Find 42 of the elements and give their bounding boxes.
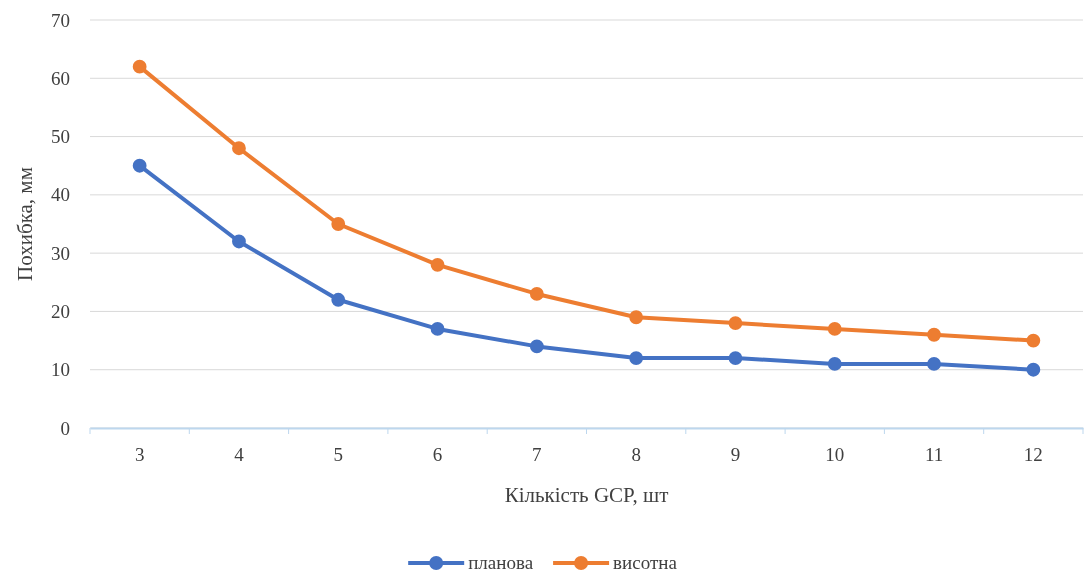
y-tick-label: 50 <box>51 126 70 148</box>
x-tick-label: 3 <box>134 444 145 466</box>
y-tick-label: 60 <box>51 67 70 89</box>
x-tick-label: 7 <box>532 444 542 466</box>
point <box>232 234 246 249</box>
y-tick-label: 20 <box>51 301 70 323</box>
point <box>827 356 842 371</box>
point <box>728 351 743 365</box>
point <box>827 322 842 336</box>
y-tick-label: 10 <box>51 359 70 381</box>
x-axis-title: Кількість GCP, шт <box>504 483 669 507</box>
point <box>430 257 445 272</box>
point <box>529 339 544 354</box>
point <box>331 217 346 231</box>
point <box>529 287 544 301</box>
y-tick-label: 0 <box>60 417 70 439</box>
y-tick-label: 40 <box>51 184 70 206</box>
point <box>232 141 246 156</box>
point <box>1026 362 1041 377</box>
x-tick-label: 6 <box>432 444 443 466</box>
point <box>331 292 346 307</box>
y-axis-title: Похибка, мм <box>13 167 37 281</box>
legend-label: планова <box>468 552 534 573</box>
x-tick-label: 4 <box>234 444 245 466</box>
x-tick-label: 5 <box>333 444 343 466</box>
x-tick-label: 12 <box>1023 444 1043 466</box>
point <box>132 158 147 173</box>
point <box>728 316 743 330</box>
x-tick-label: 9 <box>730 444 741 466</box>
point <box>927 327 941 342</box>
y-tick-label: 70 <box>51 9 70 31</box>
point <box>132 59 147 74</box>
x-tick-label: 10 <box>825 444 845 466</box>
point <box>629 351 644 365</box>
point <box>927 356 941 371</box>
x-tick-label: 8 <box>631 444 641 466</box>
x-tick-label: 11 <box>924 444 944 466</box>
legend-label: висотна <box>613 552 678 573</box>
point <box>430 322 445 336</box>
point <box>1026 333 1041 348</box>
y-tick-label: 30 <box>51 242 70 264</box>
point <box>629 310 644 325</box>
